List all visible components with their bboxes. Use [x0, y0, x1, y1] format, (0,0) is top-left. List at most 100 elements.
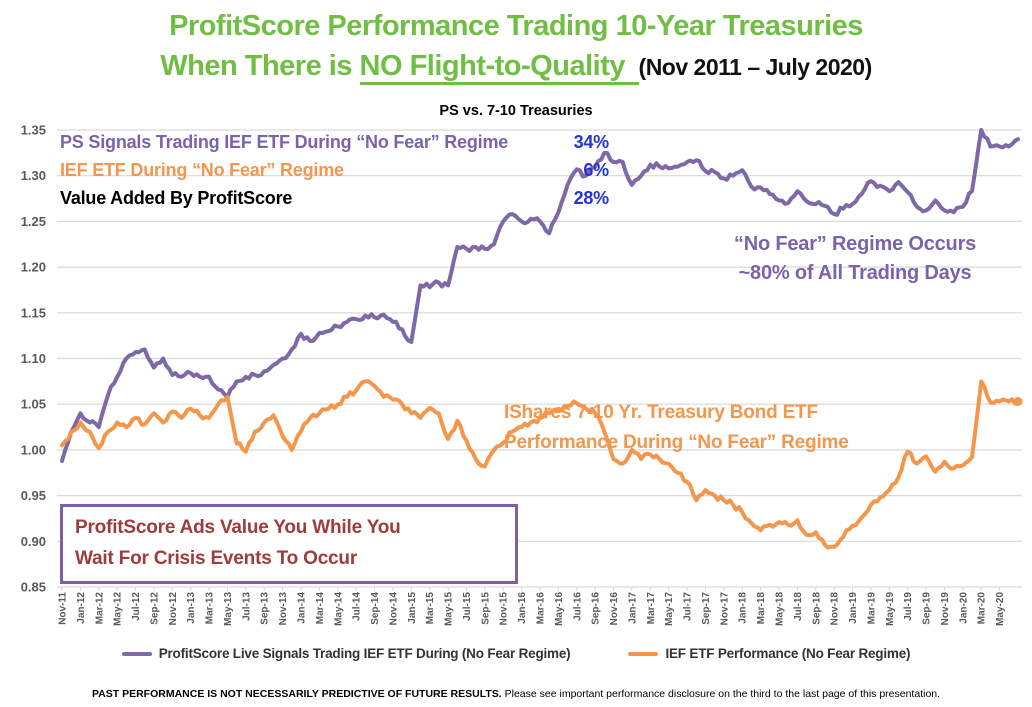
stat-value-ief: 6% [583, 160, 609, 180]
svg-text:Jul-13: Jul-13 [241, 592, 252, 621]
svg-text:Jul-15: Jul-15 [462, 592, 473, 621]
crisis-box-line1: ProfitScore Ads Value You While You [75, 517, 401, 538]
svg-text:Jan-17: Jan-17 [627, 592, 638, 624]
svg-text:May-13: May-13 [223, 592, 234, 626]
ief-line [60, 379, 1020, 550]
svg-text:Sep-16: Sep-16 [591, 592, 602, 625]
crisis-box-line2: Wait For Crisis Events To Occur [75, 548, 358, 569]
svg-text:Sep-12: Sep-12 [149, 592, 160, 625]
stat-row-value-added: Value Added By ProfitScore 28% [60, 184, 609, 212]
stat-label-value-added: Value Added By ProfitScore [60, 188, 293, 208]
svg-text:Sep-17: Sep-17 [701, 592, 712, 625]
gridlines [57, 129, 1022, 588]
title-line2-underlined: NO Flight-to-Quality [359, 50, 639, 85]
svg-text:Nov-17: Nov-17 [719, 592, 730, 626]
stat-value-value-added: 28% [573, 188, 610, 208]
svg-text:Mar-18: Mar-18 [756, 592, 767, 625]
crisis-callout-box: ProfitScore Ads Value You While You Wait… [60, 504, 518, 584]
orange-line-swatch [628, 651, 659, 656]
svg-text:May-18: May-18 [775, 592, 786, 626]
legend-item-ief: IEF ETF Performance (No Fear Regime) [628, 646, 911, 661]
legend-item-profitscore: ProfitScore Live Signals Trading IEF ETF… [121, 646, 571, 661]
legend-label-ief: IEF ETF Performance (No Fear Regime) [665, 646, 911, 661]
svg-text:Jan-12: Jan-12 [76, 592, 87, 624]
svg-text:Mar-16: Mar-16 [536, 592, 547, 625]
svg-text:Jan-19: Jan-19 [848, 592, 859, 624]
svg-text:Mar-20: Mar-20 [977, 592, 988, 625]
svg-text:Sep-15: Sep-15 [480, 592, 491, 625]
svg-text:Mar-13: Mar-13 [205, 592, 216, 625]
svg-text:Nov-16: Nov-16 [609, 592, 620, 626]
svg-text:Nov-18: Nov-18 [830, 592, 841, 626]
svg-text:Sep-13: Sep-13 [260, 592, 271, 625]
disclaimer: PAST PERFORMANCE IS NOT NECESSARILY PRED… [0, 684, 1032, 702]
disclaimer-normal: Please see important performance disclos… [501, 688, 941, 700]
chart-title: PS vs. 7-10 Treasuries [439, 103, 593, 119]
svg-text:Nov-14: Nov-14 [388, 592, 399, 626]
svg-text:May-20: May-20 [995, 592, 1006, 626]
svg-text:Mar-14: Mar-14 [315, 592, 326, 625]
svg-text:1.15: 1.15 [21, 305, 46, 320]
no-fear-regime-note: “No Fear” Regime Occurs ~80% of All Trad… [690, 230, 1020, 288]
svg-text:Jul-18: Jul-18 [793, 592, 804, 621]
svg-text:Jan-15: Jan-15 [407, 592, 418, 624]
svg-text:Nov-15: Nov-15 [499, 592, 510, 626]
svg-text:Sep-14: Sep-14 [370, 592, 381, 625]
stat-label-ief: IEF ETF During “No Fear” Regime [60, 160, 344, 180]
svg-text:Mar-12: Mar-12 [94, 592, 105, 625]
svg-text:Jul-14: Jul-14 [352, 592, 363, 621]
svg-text:May-17: May-17 [664, 592, 675, 626]
svg-text:Nov-19: Nov-19 [940, 592, 951, 626]
svg-text:Jul-19: Jul-19 [903, 592, 914, 621]
x-axis-labels: Nov-11 Jan-12 Mar-12 May-12 Jul-12 Sep-12 Nov-… [58, 587, 1006, 626]
svg-text:Jan-13: Jan-13 [186, 592, 197, 624]
svg-text:May-15: May-15 [444, 592, 455, 626]
svg-text:0.95: 0.95 [21, 488, 46, 503]
y-axis-labels: 0.85 0.90 0.95 1.00 1.05 1.10 1.15 1.20 1.25 1.30… [21, 123, 46, 595]
ishares-note-line1: IShares 7-10 Yr. Treasury Bond ETF [504, 402, 818, 423]
svg-text:May-14: May-14 [333, 592, 344, 626]
ief-end-marker [1013, 397, 1023, 406]
stat-value-ps: 34% [573, 132, 610, 152]
svg-text:0.90: 0.90 [21, 534, 46, 549]
svg-text:May-19: May-19 [885, 592, 896, 626]
chart-legend: ProfitScore Live Signals Trading IEF ETF… [0, 646, 1032, 661]
page-title: ProfitScore Performance Trading 10-Year … [0, 6, 1032, 87]
disclaimer-bold: PAST PERFORMANCE IS NOT NECESSARILY PRED… [91, 688, 502, 700]
no-fear-note-line2: ~80% of All Trading Days [738, 262, 972, 284]
legend-label-profitscore: ProfitScore Live Signals Trading IEF ETF… [158, 646, 571, 661]
svg-text:Jul-12: Jul-12 [131, 592, 142, 621]
svg-text:Sep-18: Sep-18 [811, 592, 822, 625]
svg-text:Nov-12: Nov-12 [168, 592, 179, 626]
stat-row-ief: IEF ETF During “No Fear” Regime 6% [60, 156, 609, 184]
purple-line-swatch [121, 651, 152, 656]
title-line-2: When There is NO Flight-to-Quality (Nov … [0, 46, 1032, 87]
title-date-range: (Nov 2011 – July 2020) [638, 54, 873, 80]
stat-label-ps: PS Signals Trading IEF ETF During “No Fe… [60, 132, 509, 152]
svg-text:Nov-13: Nov-13 [278, 592, 289, 626]
svg-text:1.25: 1.25 [21, 214, 46, 229]
svg-text:1.35: 1.35 [21, 123, 46, 138]
profitscore-line [60, 128, 1020, 463]
performance-stats: PS Signals Trading IEF ETF During “No Fe… [60, 128, 609, 212]
svg-text:Jan-16: Jan-16 [517, 592, 528, 624]
svg-text:Jan-14: Jan-14 [297, 592, 308, 624]
svg-text:Nov-11: Nov-11 [58, 592, 69, 625]
title-line-1: ProfitScore Performance Trading 10-Year … [169, 10, 863, 42]
svg-text:1.05: 1.05 [21, 397, 46, 412]
svg-text:Sep-19: Sep-19 [922, 592, 933, 625]
svg-text:Jul-17: Jul-17 [683, 592, 694, 621]
ishares-note: IShares 7-10 Yr. Treasury Bond ETF Perfo… [504, 398, 944, 458]
svg-text:1.00: 1.00 [21, 442, 46, 457]
stat-row-ps: PS Signals Trading IEF ETF During “No Fe… [60, 128, 609, 156]
no-fear-note-line1: “No Fear” Regime Occurs [733, 233, 977, 255]
svg-text:Mar-17: Mar-17 [646, 592, 657, 625]
svg-text:Jul-16: Jul-16 [572, 592, 583, 621]
svg-text:1.20: 1.20 [21, 260, 46, 275]
svg-text:1.10: 1.10 [21, 351, 46, 366]
svg-text:0.85: 0.85 [21, 580, 46, 595]
title-line2-prefix: When There is [160, 50, 360, 82]
svg-text:May-12: May-12 [113, 592, 124, 626]
